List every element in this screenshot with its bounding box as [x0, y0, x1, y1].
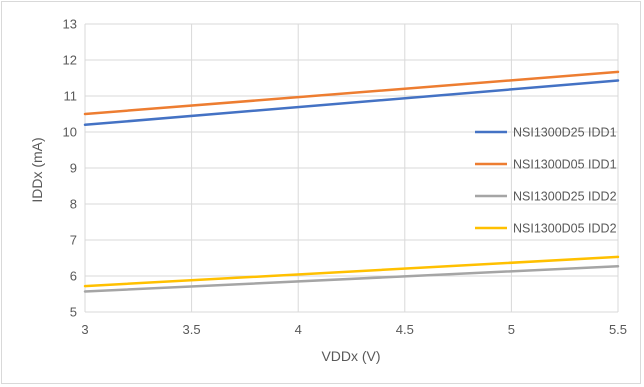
- y-tick-label: 5: [70, 305, 77, 320]
- series-line-3: [83, 265, 620, 293]
- y-tick-label: 8: [70, 197, 77, 212]
- x-tick-label: 3.5: [183, 322, 201, 337]
- x-tick-label: 4.5: [396, 322, 414, 337]
- y-tick-label: 11: [64, 89, 78, 104]
- y-axis-title: IDDx (mA): [29, 137, 45, 202]
- x-tick-label: 3: [81, 322, 88, 337]
- legend: NSI1300D25 IDD1 NSI1300D05 IDD1 NSI1300D25…: [475, 126, 617, 236]
- y-tick-label: 9: [70, 161, 77, 176]
- x-tick-label: 5.5: [609, 322, 627, 337]
- y-tick-label: 7: [70, 233, 77, 248]
- x-axis-title: VDDx (V): [321, 348, 380, 364]
- legend-label-4: NSI1300D05 IDD2: [513, 222, 617, 236]
- series-line-1: [83, 79, 620, 127]
- x-tick-labels: 3 3.5 4 4.5 5 5.5: [81, 322, 627, 337]
- series-line-2: [83, 70, 620, 116]
- legend-label-2: NSI1300D05 IDD1: [513, 158, 617, 172]
- legend-label-1: NSI1300D25 IDD1: [513, 126, 617, 140]
- gridlines: [84, 23, 619, 313]
- x-tick-label: 4: [295, 322, 302, 337]
- y-tick-label: 6: [70, 269, 77, 284]
- series-lines: [83, 70, 620, 293]
- y-tick-label: 12: [63, 53, 77, 68]
- series-line-4: [83, 255, 620, 288]
- y-tick-label: 13: [63, 17, 77, 32]
- x-tick-label: 5: [508, 322, 515, 337]
- legend-label-3: NSI1300D25 IDD2: [513, 190, 617, 204]
- y-tick-labels: 5 6 7 8 9 10 11 12 13: [63, 17, 77, 320]
- y-tick-label: 10: [63, 125, 77, 140]
